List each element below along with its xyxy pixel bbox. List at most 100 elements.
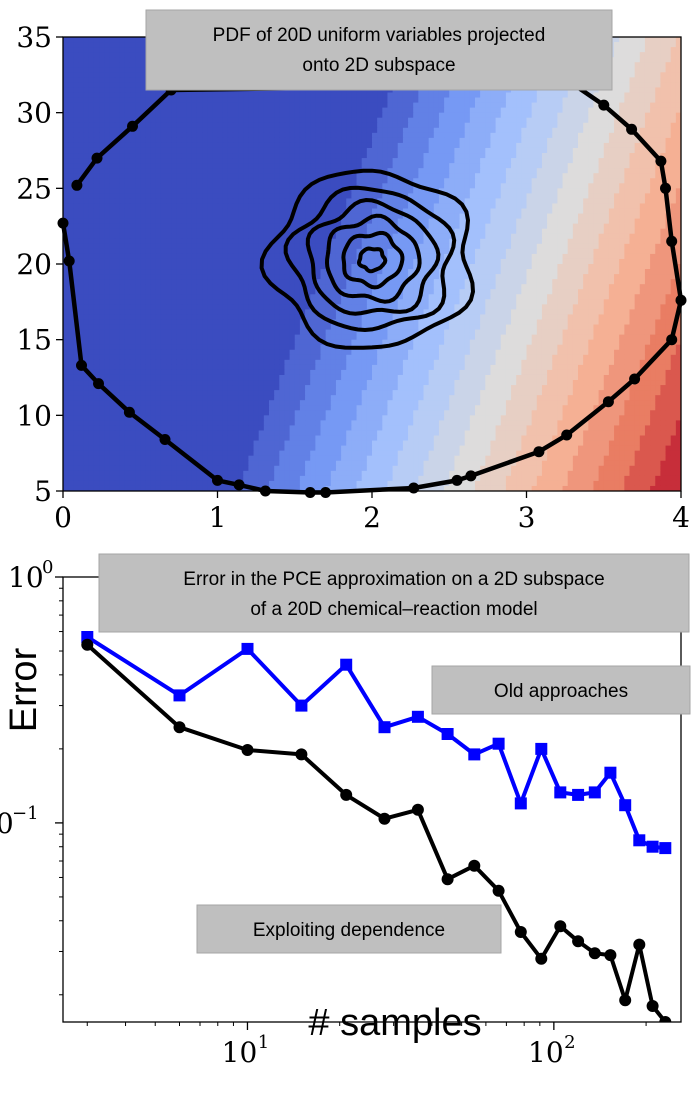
boundary-point [123, 406, 135, 418]
boundary-point [666, 235, 678, 247]
y-tick-exponent: 0 [42, 557, 53, 578]
point-old-approaches [468, 748, 481, 761]
point-old-approaches [340, 658, 353, 671]
point-old-approaches [588, 786, 601, 799]
boundary-point [660, 182, 671, 194]
x-tick-label: 1 [209, 501, 227, 534]
error-axes-frame [62, 576, 682, 1023]
legend-exploiting-dependence: Exploiting dependence [196, 904, 502, 954]
boundary-point [320, 487, 332, 498]
boundary-point [451, 474, 463, 486]
pdf-contour [356, 246, 388, 274]
error-title-box: Error in the PCE approximation on a 2D s… [98, 553, 690, 633]
point-old-approaches [378, 721, 391, 734]
y-tick-label: 10 [0, 807, 14, 840]
point-old-approaches [295, 699, 308, 712]
legend-exploiting-label: Exploiting dependence [253, 920, 445, 941]
point-exploiting-dependence [633, 938, 646, 951]
point-exploiting-dependence [492, 884, 505, 897]
point-old-approaches [619, 799, 632, 812]
error-series [81, 631, 672, 1022]
contour-title-line-2: onto 2D subspace [302, 55, 455, 76]
contour-title-box: PDF of 20D uniform variables projected o… [145, 9, 613, 91]
y-tick-label: 10 [8, 561, 44, 594]
x-tick-label: 3 [518, 501, 536, 534]
boundary-point [159, 434, 171, 445]
point-exploiting-dependence [378, 812, 391, 825]
point-old-approaches [173, 689, 186, 702]
point-exploiting-dependence [659, 1016, 672, 1022]
x-tick-label: 10 [528, 1036, 564, 1069]
error-title-line-1: Error in the PCE approximation on a 2D s… [183, 569, 604, 590]
boundary-point [127, 120, 138, 132]
boundary-point [63, 255, 75, 267]
point-old-approaches [535, 742, 548, 755]
point-exploiting-dependence [514, 926, 527, 938]
boundary-point [304, 487, 316, 498]
y-tick-label: 20 [16, 248, 52, 281]
contour-ticks: 0 1 2 3 4 5 10 15 20 25 30 35 [16, 21, 690, 534]
x-axis-label: # samples [308, 1002, 481, 1044]
boundary-point [91, 152, 103, 164]
contour-title-line-1: PDF of 20D uniform variables projected [213, 25, 546, 46]
boundary-point [602, 396, 614, 408]
contour-title-background [145, 9, 613, 91]
boundary-point [666, 334, 678, 346]
point-old-approaches [572, 788, 585, 801]
point-exploiting-dependence [411, 803, 424, 816]
point-exploiting-dependence [588, 947, 601, 960]
y-axis-label: Error [3, 647, 45, 732]
point-exploiting-dependence [646, 1000, 659, 1012]
boundary-point [465, 470, 477, 482]
y-tick-label: 5 [34, 475, 52, 508]
pdf-contour [305, 197, 441, 316]
contour-panel: 0 1 2 3 4 5 10 15 20 25 30 35 PDF of 20D uniform va… [16, 9, 690, 534]
error-ticks: 10110210010−1 [0, 557, 647, 1069]
boundary-point [71, 179, 83, 191]
y-tick-label: 30 [16, 97, 52, 130]
point-old-approaches [492, 737, 505, 750]
boundary-point [408, 482, 420, 494]
pdf-contour [283, 185, 457, 333]
pdf-contour-lines [259, 168, 476, 350]
point-old-approaches [604, 766, 617, 779]
boundary-point [626, 123, 638, 135]
point-old-approaches [633, 834, 646, 847]
point-exploiting-dependence [535, 952, 548, 965]
y-tick-label: 35 [16, 21, 52, 54]
point-exploiting-dependence [468, 859, 481, 872]
point-exploiting-dependence [441, 873, 454, 886]
point-exploiting-dependence [554, 920, 567, 933]
point-exploiting-dependence [241, 744, 254, 756]
point-exploiting-dependence [340, 788, 353, 801]
point-old-approaches [659, 842, 672, 855]
x-tick-label: 4 [672, 501, 690, 534]
error-plot-area [81, 631, 672, 1022]
boundary-point [598, 99, 610, 111]
x-tick-label: 0 [54, 501, 72, 534]
point-old-approaches [554, 786, 567, 799]
error-title-line-2: of a 20D chemical–reaction model [250, 599, 537, 620]
point-old-approaches [646, 840, 659, 853]
pdf-contour [341, 230, 405, 290]
pdf-contour [324, 213, 422, 304]
boundary-point [561, 429, 573, 441]
y-tick-exponent: −1 [12, 803, 39, 824]
boundary-line [60, 81, 684, 495]
boundary-point [233, 479, 245, 491]
point-old-approaches [514, 797, 527, 810]
boundary-point [212, 474, 223, 486]
point-exploiting-dependence [604, 949, 617, 962]
x-tick-exponent: 2 [564, 1032, 575, 1053]
y-tick-label: 10 [16, 399, 52, 432]
point-old-approaches [241, 642, 254, 655]
boundary-point [533, 446, 545, 458]
point-exploiting-dependence [619, 994, 632, 1007]
legend-old-background [431, 665, 691, 715]
x-tick-exponent: 1 [258, 1032, 269, 1053]
point-exploiting-dependence [81, 638, 94, 651]
point-old-approaches [441, 728, 454, 740]
y-tick-label: 15 [16, 324, 52, 357]
boundary-point [655, 155, 667, 167]
legend-old-approaches: Old approaches [431, 665, 691, 715]
